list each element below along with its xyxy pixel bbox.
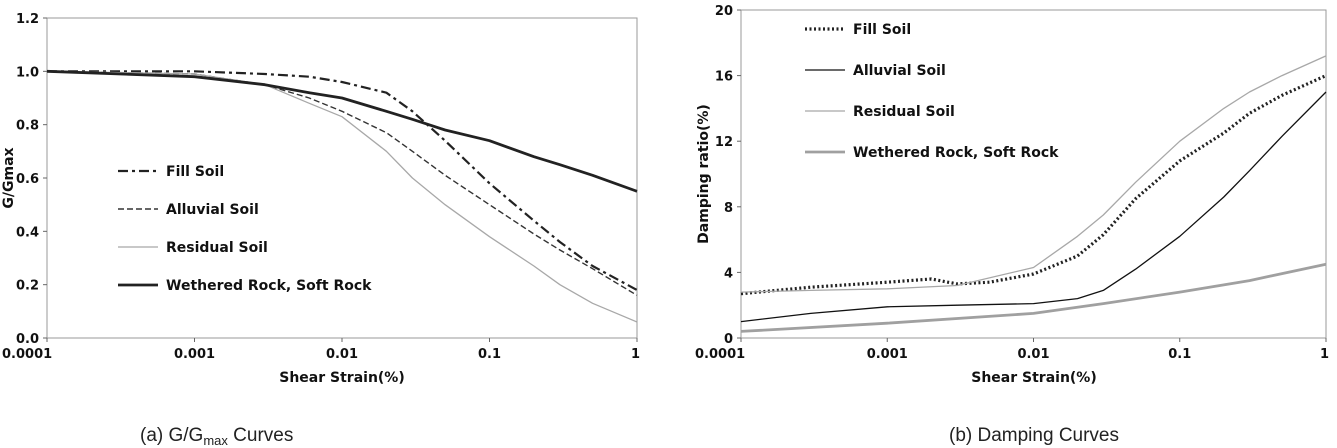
y-tick-labels: 0.0 0.2 0.4 0.6 0.8 1.0 1.2 <box>16 12 47 347</box>
legend-label: Wethered Rock, Soft Rock <box>166 278 372 294</box>
y-axis-label: Damping ratio(%) <box>696 104 712 244</box>
legend: Fill Soil Alluvial Soil Residual Soil Wethe… <box>118 164 372 294</box>
caption-tail: Curves <box>228 425 293 446</box>
y-tick-label: 0.8 <box>16 119 39 134</box>
series-line-alluvial-soil <box>46 70 638 296</box>
x-tick-labels: 0.0001 0.001 0.01 0.1 1 <box>695 338 1329 362</box>
x-tick-label: 0.1 <box>478 347 501 362</box>
chart-b: 0 4 8 12 16 20 0.0001 0.001 0.01 0.1 1 Fill Soil A… <box>695 4 1329 446</box>
series-line-wethered-rock-soft-rock <box>740 262 1327 333</box>
y-tick-label: 1.2 <box>16 12 39 27</box>
legend-label: Wethered Rock, Soft Rock <box>853 145 1059 161</box>
x-tick-label: 1 <box>1320 347 1329 362</box>
chart-caption: (a) G/Gmax Curves <box>140 425 293 448</box>
y-tick-label: 1.0 <box>16 65 39 80</box>
y-tick-labels: 0 4 8 12 16 20 <box>715 4 741 347</box>
legend-label: Alluvial Soil <box>166 202 259 218</box>
x-tick-label: 0.01 <box>1017 347 1049 362</box>
x-tick-label: 0.001 <box>867 347 908 362</box>
legend: Fill Soil Alluvial Soil Residual Soil Wethe… <box>805 22 1059 161</box>
legend-label: Fill Soil <box>853 22 911 38</box>
y-axis-label: G/Gmax <box>1 147 17 208</box>
series-line-fill-soil <box>740 74 1327 296</box>
y-tick-label: 0.6 <box>16 172 39 187</box>
x-tick-labels: 0.0001 0.001 0.01 0.1 1 <box>2 338 640 362</box>
series-layer <box>46 69 638 323</box>
y-tick-label: 0 <box>724 332 733 347</box>
series-line-residual-soil <box>740 55 1327 293</box>
y-tick-label: 4 <box>724 266 733 281</box>
x-axis-label: Shear Strain(%) <box>971 370 1097 386</box>
chart-caption: (b) Damping Curves <box>949 425 1119 446</box>
y-tick-label: 16 <box>715 70 733 85</box>
x-tick-label: 0.01 <box>326 347 358 362</box>
y-tick-label: 20 <box>715 4 733 19</box>
x-tick-label: 0.0001 <box>2 347 52 362</box>
x-tick-label: 0.1 <box>1168 347 1191 362</box>
series-line-alluvial-soil <box>740 91 1327 323</box>
x-tick-label: 0.001 <box>174 347 215 362</box>
series-line-wethered-rock-soft-rock <box>46 69 638 193</box>
plot-area-frame <box>740 9 1327 339</box>
legend-label: Residual Soil <box>166 240 268 256</box>
caption-main: (a) G/G <box>140 425 203 446</box>
y-tick-label: 8 <box>724 201 733 216</box>
caption-subscript: max <box>203 433 228 448</box>
legend-label: Alluvial Soil <box>853 63 946 79</box>
legend-label: Residual Soil <box>853 104 955 120</box>
x-tick-label: 0.0001 <box>695 347 745 362</box>
chart-a: 0.0 0.2 0.4 0.6 0.8 1.0 1.2 0.0001 0.001 0.01 0.1… <box>1 12 640 448</box>
y-tick-label: 0.2 <box>16 279 39 294</box>
x-tick-label: 1 <box>631 347 640 362</box>
series-layer <box>740 55 1327 333</box>
legend-label: Fill Soil <box>166 164 224 180</box>
series-line-fill-soil <box>47 70 638 291</box>
y-tick-label: 0.0 <box>16 332 39 347</box>
x-axis-label: Shear Strain(%) <box>279 370 405 386</box>
y-tick-label: 0.4 <box>16 225 39 240</box>
y-tick-label: 12 <box>715 135 733 150</box>
